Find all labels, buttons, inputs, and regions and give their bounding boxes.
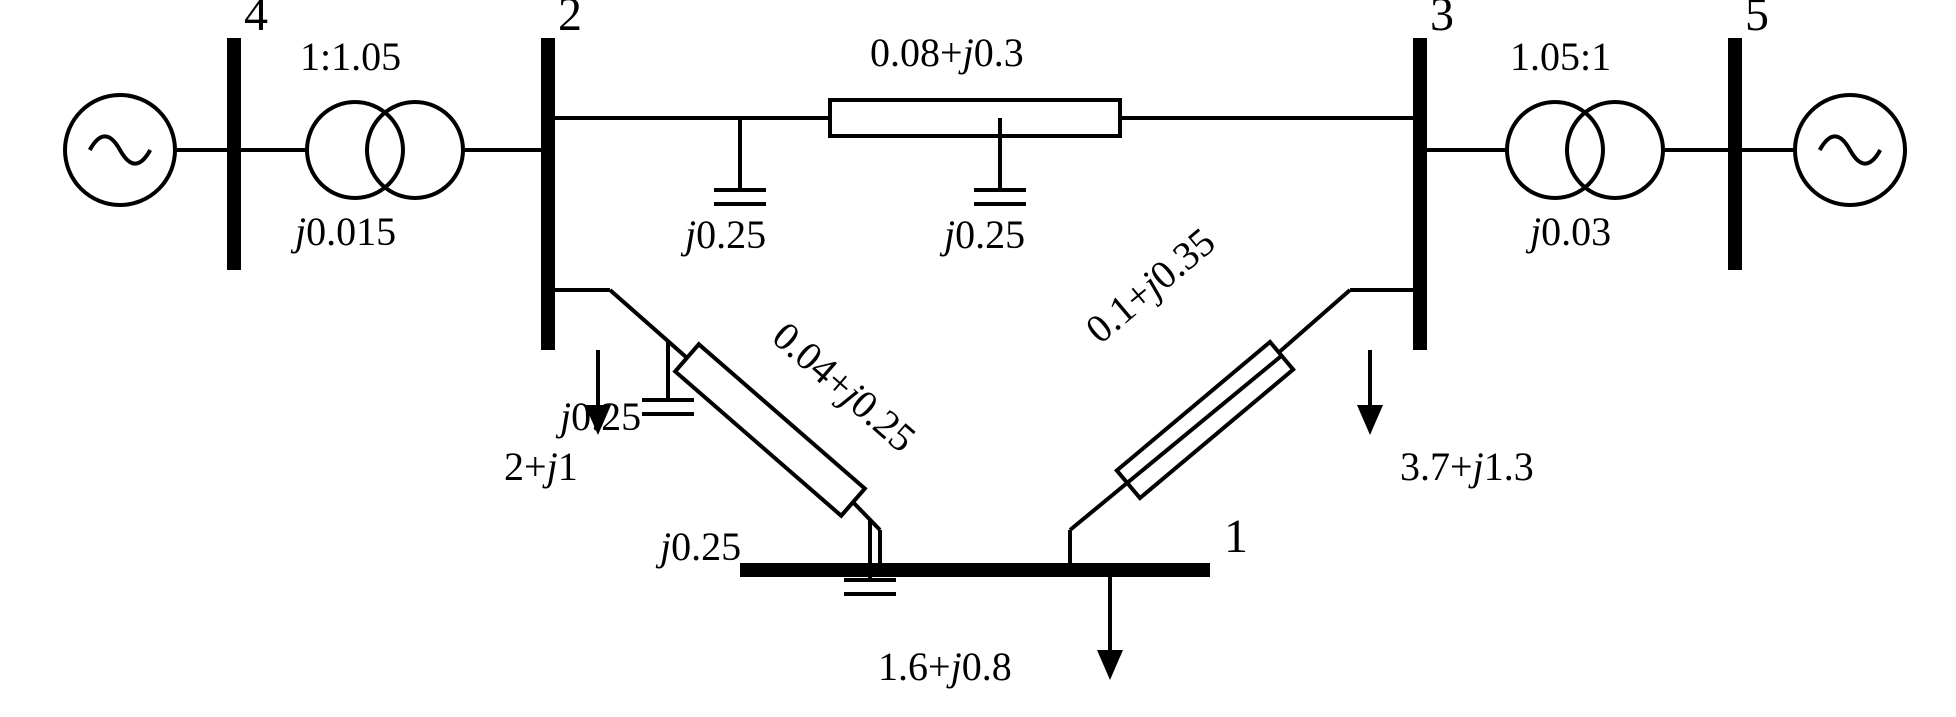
load-label: 2+j1 [504,444,578,489]
shunt-cap-label: j0.25 [939,212,1025,257]
bus-label-1: 1 [1224,510,1248,563]
bus-label-4: 4 [244,0,268,41]
line-impedance-label: 0.1+j0.35 [1077,219,1224,352]
transformer-ratio: 1.05:1 [1510,34,1611,79]
transformer-ratio: 1:1.05 [300,34,401,79]
bus-label-2: 2 [558,0,582,41]
transformer-impedance: j0.015 [290,209,396,254]
transformer-icon [1567,102,1663,198]
load-label: 3.7+j1.3 [1400,444,1534,489]
line-impedance-box [830,100,1120,136]
shunt-cap-label: j0.25 [655,524,741,569]
transformer-icon [367,102,463,198]
load-label: 1.6+j0.8 [878,644,1012,689]
transformer-icon [1507,102,1603,198]
bus-label-3: 3 [1430,0,1454,41]
bus-label-5: 5 [1745,0,1769,41]
transformer-icon [307,102,403,198]
line-impedance-label: 0.08+j0.3 [870,30,1024,75]
power-system-diagram: 4 2 3 5 1 1:1.05 j0.015 1.05:1 j0.03 0.08+j0.3 j0.… [0,0,1956,717]
transformer-impedance: j0.03 [1525,209,1611,254]
shunt-cap-label: j0.25 [680,212,766,257]
